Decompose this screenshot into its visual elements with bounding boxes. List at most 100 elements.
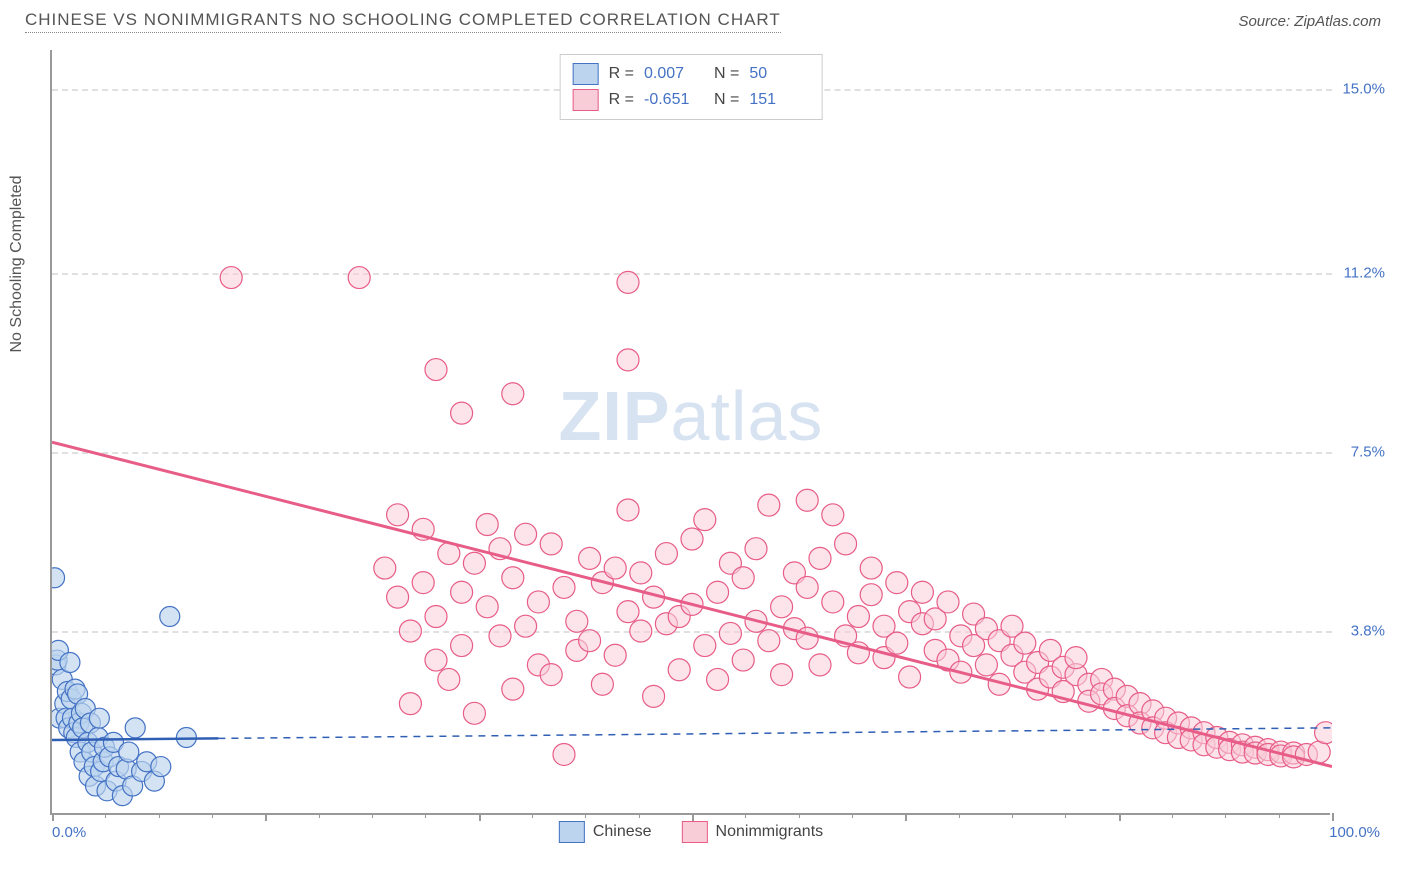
data-point — [1155, 707, 1177, 729]
legend-item: Chinese — [559, 821, 652, 843]
data-point — [988, 673, 1010, 695]
data-point — [1308, 741, 1330, 763]
data-point — [643, 685, 665, 707]
data-point — [62, 708, 82, 728]
y-axis-title: No Schooling Completed — [8, 175, 26, 352]
data-point — [86, 776, 106, 796]
data-point — [1193, 722, 1215, 744]
data-point — [617, 349, 639, 371]
data-point — [59, 718, 79, 738]
data-point — [1219, 731, 1241, 753]
data-point — [1027, 678, 1049, 700]
x-tick-minor — [425, 813, 426, 818]
data-point — [1257, 743, 1279, 765]
r-label: R = — [609, 91, 634, 109]
data-point — [899, 601, 921, 623]
data-point — [515, 615, 537, 637]
data-point — [1180, 717, 1202, 739]
data-point — [412, 572, 434, 594]
data-point — [1052, 656, 1074, 678]
x-tick-minor — [319, 813, 320, 818]
x-axis-start-label: 0.0% — [52, 824, 86, 841]
data-point — [873, 615, 895, 637]
data-point — [220, 267, 242, 289]
data-point — [617, 499, 639, 521]
data-point — [899, 666, 921, 688]
n-label: N = — [714, 65, 739, 83]
y-tick-label: 15.0% — [1335, 80, 1385, 97]
data-point — [822, 504, 844, 526]
data-point — [52, 708, 70, 728]
watermark: ZIPatlas — [559, 376, 824, 456]
data-point — [56, 708, 76, 728]
data-point — [1142, 717, 1164, 739]
data-point — [540, 664, 562, 686]
data-point — [60, 652, 80, 672]
data-point — [975, 618, 997, 640]
data-point — [69, 713, 89, 733]
data-point — [886, 632, 908, 654]
data-point — [873, 647, 895, 669]
data-point — [1116, 685, 1138, 707]
x-tick-minor — [1065, 813, 1066, 818]
data-point — [1180, 729, 1202, 751]
data-point — [1231, 734, 1253, 756]
data-point — [1206, 727, 1228, 749]
data-point — [860, 557, 882, 579]
trend-line-dashed — [218, 728, 1332, 739]
data-point — [771, 664, 793, 686]
data-point — [924, 608, 946, 630]
data-point — [160, 606, 180, 626]
data-point — [796, 489, 818, 511]
data-point — [1001, 615, 1023, 637]
data-point — [1014, 661, 1036, 683]
n-label: N = — [714, 91, 739, 109]
data-point — [93, 752, 113, 772]
n-value: 50 — [749, 65, 809, 83]
data-point — [451, 402, 473, 424]
data-point — [1295, 743, 1317, 765]
data-point — [97, 781, 117, 801]
x-tick-minor — [212, 813, 213, 818]
data-point — [425, 359, 447, 381]
x-axis-end-label: 100.0% — [1329, 824, 1380, 841]
data-point — [52, 650, 67, 670]
data-point — [1231, 741, 1253, 763]
data-point — [502, 678, 524, 700]
data-point — [176, 728, 196, 748]
data-point — [88, 728, 108, 748]
data-point — [617, 601, 639, 623]
data-point — [52, 669, 72, 689]
x-tick-minor — [1172, 813, 1173, 818]
data-point — [71, 703, 91, 723]
data-point — [144, 771, 164, 791]
x-tick-minor — [1279, 813, 1280, 818]
data-point — [348, 267, 370, 289]
data-point — [1091, 683, 1113, 705]
data-point — [566, 610, 588, 632]
data-point — [387, 586, 409, 608]
data-point — [758, 494, 780, 516]
data-point — [1078, 690, 1100, 712]
data-point — [771, 596, 793, 618]
legend-label: Chinese — [593, 823, 652, 841]
data-point — [476, 596, 498, 618]
x-tick-minor — [852, 813, 853, 818]
data-point — [1103, 678, 1125, 700]
data-point — [591, 673, 613, 695]
data-point — [783, 618, 805, 640]
data-point — [515, 523, 537, 545]
data-point — [847, 642, 869, 664]
legend-label: Nonimmigrants — [716, 823, 824, 841]
data-point — [886, 572, 908, 594]
data-point — [412, 518, 434, 540]
data-point — [1155, 722, 1177, 744]
data-point — [1142, 700, 1164, 722]
x-tick-minor — [1225, 813, 1226, 818]
x-tick-major — [265, 813, 267, 821]
x-tick-major — [905, 813, 907, 821]
data-point — [809, 654, 831, 676]
data-point — [425, 649, 447, 671]
x-tick-minor — [1012, 813, 1013, 818]
x-tick-minor — [799, 813, 800, 818]
